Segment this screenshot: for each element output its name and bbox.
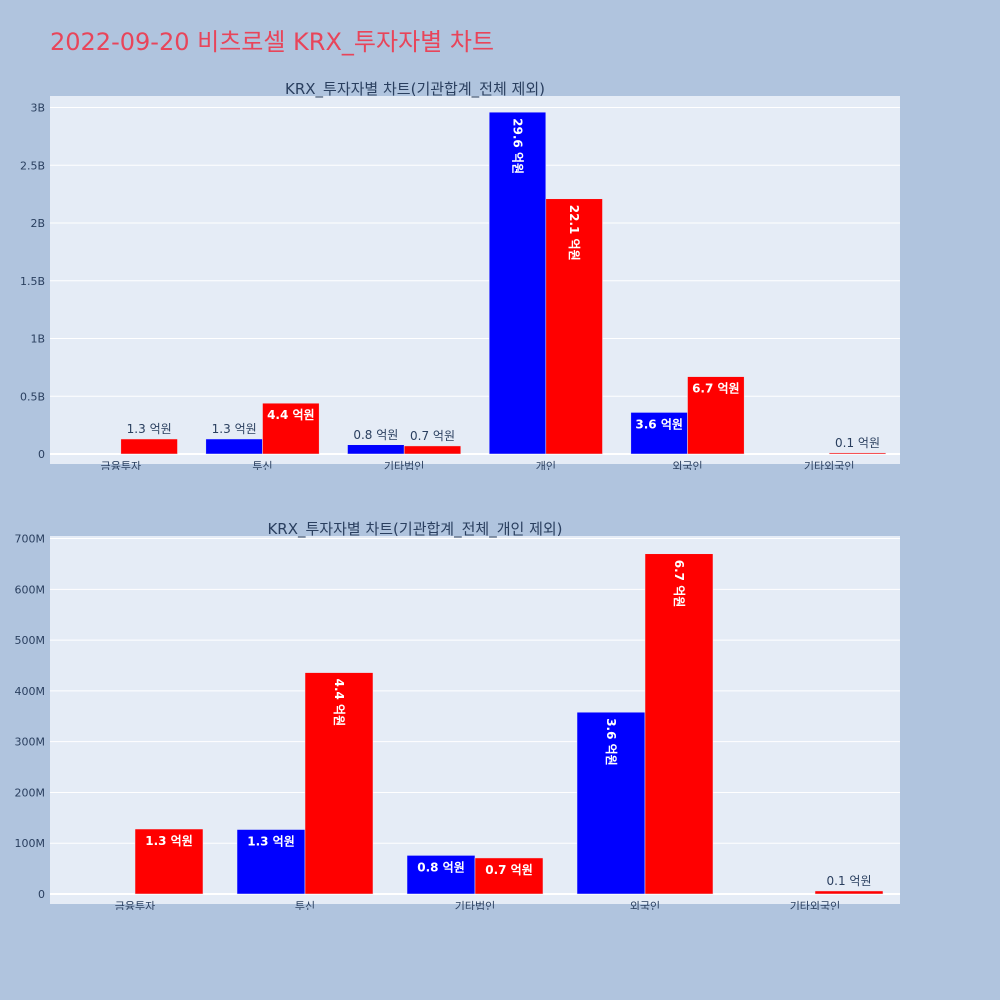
y-tick-label: 700M	[15, 533, 46, 546]
chart-all-investors: KRX_투자자별 차트(기관합계_전체 제외) 0 0.5B 1B 1.5B 2B 2.5B…	[20, 80, 900, 470]
bar-red	[644, 553, 714, 895]
data-label: 1.3 억원	[127, 422, 172, 436]
data-label: 4.4 억원	[332, 679, 346, 727]
data-label: 4.4 억원	[267, 408, 315, 422]
bar-blue	[630, 412, 688, 455]
x-tick-label: 투신	[295, 900, 315, 910]
bar-red	[403, 445, 462, 455]
data-label: 1.3 억원	[145, 834, 193, 848]
x-tick-label: 금융투자	[101, 460, 141, 470]
data-label: 3.6 억원	[635, 417, 683, 431]
y-tick-label: 100M	[15, 837, 46, 850]
bar-red	[828, 452, 887, 455]
y-tick-label: 300M	[15, 736, 46, 749]
y-tick-label: 500M	[15, 634, 46, 647]
y-tick-label: 0	[38, 448, 45, 461]
data-label: 0.8 억원	[417, 860, 465, 874]
bar-red	[120, 438, 178, 455]
bar-red	[304, 672, 374, 895]
data-label: 3.6 억원	[604, 718, 618, 766]
data-label: 22.1 억원	[567, 205, 581, 261]
bar-blue	[488, 111, 547, 455]
data-label: 0.1 억원	[835, 436, 880, 450]
chart-title: KRX_투자자별 차트(기관합계_전체_개인 제외)	[267, 520, 562, 539]
x-tick-label: 개인	[536, 460, 556, 470]
x-tick-label: 투신	[252, 460, 272, 470]
bar-red	[814, 890, 884, 895]
data-label: 0.7 억원	[410, 429, 455, 443]
bar-red	[474, 857, 544, 895]
chart-excluding-individual: KRX_투자자별 차트(기관합계_전체_개인 제외) 0 100M 200M 300M 4…	[15, 520, 900, 910]
bar-blue	[347, 444, 405, 455]
x-tick-label: 기타법인	[384, 460, 424, 470]
data-label: 1.3 억원	[212, 422, 257, 436]
bar-red	[262, 402, 320, 455]
chart-title: KRX_투자자별 차트(기관합계_전체 제외)	[285, 80, 545, 99]
x-tick-label: 기타외국인	[804, 460, 855, 470]
data-label: 1.3 억원	[247, 835, 295, 849]
y-tick-label: 0.5B	[20, 390, 45, 403]
data-label: 0.7 억원	[485, 863, 533, 877]
data-label: 6.7 억원	[672, 560, 686, 608]
plot-area	[50, 96, 900, 464]
y-tick-label: 200M	[15, 786, 46, 799]
x-tick-label: 외국인	[672, 460, 702, 470]
y-tick-label: 2.5B	[20, 159, 45, 172]
bar-red	[545, 198, 603, 455]
x-tick-label: 기타법인	[455, 900, 495, 910]
data-label: 0.8 억원	[353, 428, 398, 442]
bar-red	[687, 376, 745, 455]
y-tick-label: 600M	[15, 583, 46, 596]
x-tick-label: 기타외국인	[790, 900, 841, 910]
data-label: 29.6 억원	[511, 118, 525, 174]
x-tick-label: 금융투자	[115, 900, 155, 910]
x-tick-label: 외국인	[630, 900, 660, 910]
y-tick-label: 3B	[30, 102, 45, 115]
page-title: 2022-09-20 비츠로셀 KRX_투자자별 차트	[50, 28, 495, 56]
data-label: 6.7 억원	[692, 382, 740, 396]
bar-blue	[576, 711, 646, 895]
y-tick-label: 2B	[30, 217, 45, 230]
bar-red	[134, 828, 204, 895]
bar-blue	[236, 829, 306, 895]
y-tick-label: 0	[38, 888, 45, 901]
y-tick-label: 400M	[15, 685, 46, 698]
y-tick-label: 1.5B	[20, 275, 45, 288]
y-tick-label: 1B	[30, 333, 45, 346]
bar-blue	[205, 438, 263, 455]
data-label: 0.1 억원	[827, 874, 872, 888]
